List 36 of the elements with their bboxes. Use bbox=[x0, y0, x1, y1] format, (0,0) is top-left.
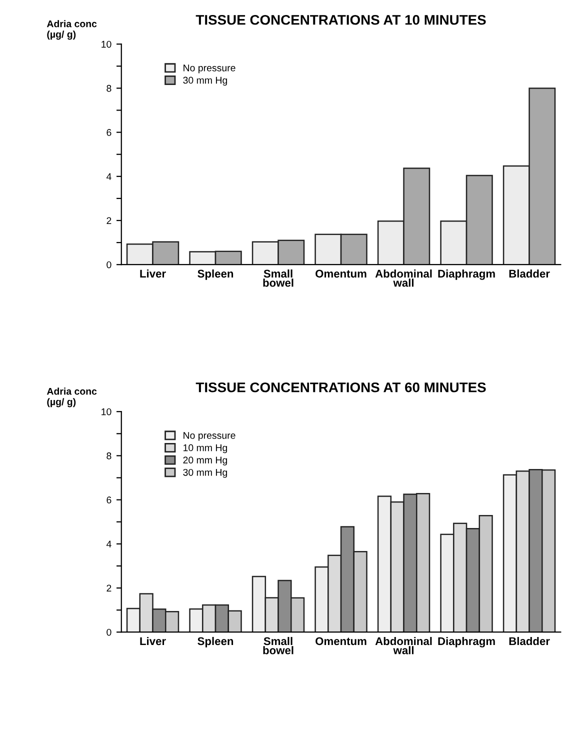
x-tick-label: Small bowel bbox=[263, 636, 294, 654]
legend-label: 20 mm Hg bbox=[183, 456, 227, 466]
x-tick-label: Diaphragm bbox=[438, 636, 495, 648]
x-tick-label: Spleen bbox=[198, 636, 234, 648]
x-tick-label: Spleen bbox=[198, 269, 234, 280]
y-tick-label: 8 bbox=[106, 84, 112, 92]
y-tick-label: 2 bbox=[106, 584, 112, 592]
x-tick-label: Bladder bbox=[509, 269, 550, 278]
y-tick-label: 2 bbox=[106, 217, 112, 224]
y-tick-label: 0 bbox=[106, 261, 112, 268]
y-tick-label: 0 bbox=[106, 628, 112, 636]
y-tick-label: 6 bbox=[106, 129, 112, 136]
y-tick-label: 4 bbox=[106, 540, 112, 548]
x-tick-label: Omentum bbox=[316, 637, 366, 646]
y-tick-label: 8 bbox=[106, 452, 112, 460]
chart-title: TISSUE CONCENTRATIONS AT 60 MINUTES bbox=[196, 382, 486, 392]
x-tick-label: Abdominal wall bbox=[375, 269, 432, 287]
x-tick-label: Small bowel bbox=[263, 269, 294, 287]
legend-label: 30 mm Hg bbox=[183, 76, 227, 86]
x-tick-label: Liver bbox=[140, 636, 166, 646]
legend-label: 30 mm Hg bbox=[183, 468, 227, 478]
x-tick-label: Abdominal wall bbox=[375, 636, 432, 654]
y-tick-label: 6 bbox=[106, 496, 112, 504]
x-tick-label: Omentum bbox=[316, 270, 366, 278]
y-axis-title: Adria conc (µg/ g) bbox=[46, 20, 97, 40]
y-axis-title: Adria conc (µg/ g) bbox=[46, 388, 97, 408]
x-tick-label: Bladder bbox=[509, 636, 550, 646]
x-tick-label: Diaphragm bbox=[438, 269, 495, 280]
chart-title: TISSUE CONCENTRATIONS AT 10 MINUTES bbox=[196, 14, 486, 25]
x-tick-label: Liver bbox=[140, 269, 166, 278]
y-tick-label: 10 bbox=[102, 40, 112, 48]
legend-label: 10 mm Hg bbox=[184, 444, 227, 454]
legend-label: No pressure bbox=[184, 432, 236, 441]
legend-label: No pressure bbox=[184, 64, 236, 74]
y-tick-label: 4 bbox=[106, 173, 112, 180]
y-tick-label: 10 bbox=[102, 408, 112, 416]
